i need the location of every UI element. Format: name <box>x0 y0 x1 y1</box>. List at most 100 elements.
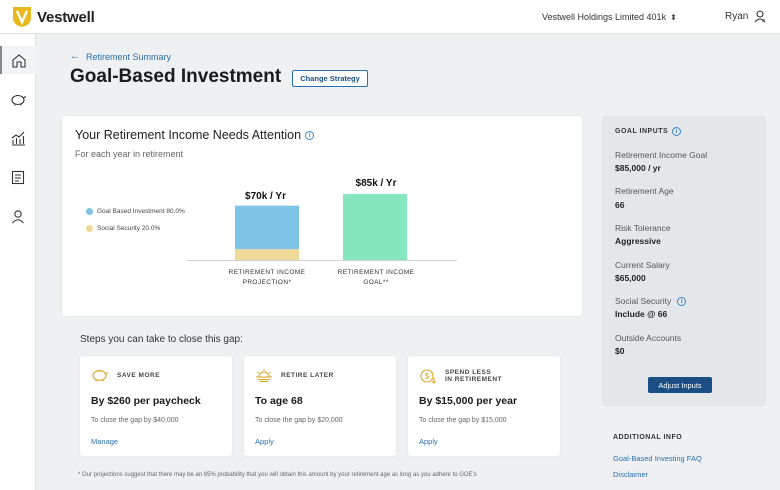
income-summary-card: Your Retirement Income Needs Attention i… <box>62 116 582 316</box>
sidebar-item-investments[interactable] <box>0 124 36 152</box>
step-note: To close the gap by $15,000 <box>419 417 507 424</box>
input-label: Social Security <box>615 296 672 306</box>
page-title: Goal-Based Investment <box>70 66 282 87</box>
legend-swatch <box>86 208 93 215</box>
step-kicker-line2: IN RETIREMENT <box>445 376 503 383</box>
step-kicker-line1: SPEND LESS <box>445 369 492 376</box>
input-label: Current Salary <box>615 260 670 270</box>
input-value: $65,000 <box>615 273 646 283</box>
info-icon[interactable]: i <box>677 296 687 306</box>
input-label: Retirement Age <box>615 186 674 196</box>
step-kicker: RETIRE LATER <box>281 372 334 379</box>
input-value: Aggressive <box>615 236 661 246</box>
step-card-retire-later: RETIRE LATER To age 68 To close the gap … <box>244 356 396 456</box>
projection-axis-label-line2: PROJECTION* <box>242 279 292 286</box>
goal-inputs-panel: GOAL INPUTS i Retirement Income Goal $85… <box>602 116 766 406</box>
legend-label: Goal Based Investment 80.0% <box>97 208 185 215</box>
sidebar-item-savings[interactable] <box>0 85 36 113</box>
legend-item-social-security: Social Security 20.0% <box>86 223 185 234</box>
user-icon <box>754 10 766 23</box>
step-action: By $260 per paycheck <box>91 395 201 407</box>
piggy-bank-icon <box>92 370 109 382</box>
change-strategy-button[interactable]: Change Strategy <box>292 70 368 87</box>
input-value: 66 <box>615 200 625 210</box>
info-icon[interactable]: i <box>305 130 315 140</box>
plan-name: Vestwell Holdings Limited 401k <box>542 12 667 22</box>
sort-arrows-icon: ⬍ <box>670 12 677 22</box>
projection-axis-label-line1: RETIREMENT INCOME <box>228 269 306 276</box>
bar-social-security-segment <box>235 249 299 260</box>
step-note: To close the gap by $20,000 <box>255 417 343 424</box>
goal-inputs-title: GOAL INPUTS <box>615 128 669 135</box>
legend-label: Social Security 20.0% <box>97 225 161 232</box>
bar-goal <box>343 194 407 260</box>
breadcrumb-label: Retirement Summary <box>86 51 172 62</box>
step-kicker-line1: SAVE MORE <box>117 371 161 379</box>
disclaimer-footnote: * Our projections suggest that there may… <box>78 472 477 478</box>
input-label: Risk Tolerance <box>615 223 671 233</box>
growth-chart-icon <box>11 131 25 146</box>
sunset-icon <box>256 369 272 382</box>
disclaimer-link[interactable]: Disclaimer <box>613 470 649 479</box>
faq-link[interactable]: Goal-Based Investing FAQ <box>613 454 702 463</box>
vestwell-logo-icon <box>13 7 31 27</box>
step-header: RETIRE LATER <box>255 368 334 382</box>
sidebar-item-home[interactable] <box>0 46 36 74</box>
adjust-inputs-button[interactable]: Adjust Inputs <box>648 377 712 393</box>
apply-link[interactable]: Apply <box>255 437 274 446</box>
input-label: Outside Accounts <box>615 333 682 343</box>
step-note: To close the gap by $40,000 <box>91 417 179 424</box>
step-kicker: SAVE MORE <box>117 372 160 379</box>
input-value: $0 <box>615 346 625 356</box>
step-action: By $15,000 per year <box>419 395 518 407</box>
sidebar-item-documents[interactable] <box>0 163 36 191</box>
additional-info-heading: ADDITIONAL INFO <box>613 434 683 441</box>
top-bar: Vestwell Vestwell Holdings Limited 401k … <box>0 0 780 34</box>
legend-swatch <box>86 225 93 232</box>
goal-axis-label: RETIREMENT INCOME GOAL** <box>331 268 421 288</box>
info-icon[interactable]: i <box>672 127 682 136</box>
breadcrumb-back-link[interactable]: ← Retirement Summary <box>70 51 171 62</box>
goal-axis-label-line1: RETIREMENT INCOME <box>337 269 415 276</box>
user-menu[interactable]: Ryan <box>725 10 766 23</box>
document-icon <box>11 170 25 184</box>
apply-link[interactable]: Apply <box>419 437 438 446</box>
input-label: Retirement Income Goal <box>615 150 708 160</box>
input-value: Include @ 66 <box>615 309 668 319</box>
input-label-social-security: Social Security i <box>615 296 687 306</box>
goal-axis-label-line2: GOAL** <box>363 279 389 286</box>
step-header: SAVE MORE <box>91 368 160 382</box>
input-value: $85,000 / yr <box>615 163 661 173</box>
chart-legend: Goal Based Investment 80.0% Social Secur… <box>86 206 185 240</box>
step-kicker: SPEND LESS IN RETIREMENT <box>445 369 502 383</box>
projection-value-label: $70k / Yr <box>245 191 286 202</box>
legend-item-goal-based: Goal Based Investment 80.0% <box>86 206 185 217</box>
summary-title: Your Retirement Income Needs Attention i <box>75 128 315 142</box>
user-name: Ryan <box>725 11 749 22</box>
sidebar-nav <box>0 34 36 490</box>
coin-down-icon: $ <box>420 369 437 384</box>
summary-title-text: Your Retirement Income Needs Attention <box>75 128 302 142</box>
goal-inputs-heading: GOAL INPUTS i <box>615 127 682 136</box>
step-header: $ SPEND LESS IN RETIREMENT <box>419 368 502 384</box>
plan-selector[interactable]: Vestwell Holdings Limited 401k ⬍ <box>542 12 677 22</box>
sidebar-item-profile[interactable] <box>0 202 36 230</box>
steps-heading: Steps you can take to close this gap: <box>80 334 243 345</box>
goal-value-label: $85k / Yr <box>355 178 397 189</box>
step-action: To age 68 <box>255 395 303 407</box>
arrow-left-icon: ← <box>70 51 80 62</box>
summary-subtitle: For each year in retirement <box>75 149 184 159</box>
piggy-bank-icon <box>10 94 26 105</box>
svg-text:$: $ <box>425 372 430 381</box>
bar-goal-based-segment <box>235 205 299 250</box>
step-card-save-more: SAVE MORE By $260 per paycheck To close … <box>80 356 232 456</box>
step-card-spend-less: $ SPEND LESS IN RETIREMENT By $15,000 pe… <box>408 356 560 456</box>
projection-axis-label: RETIREMENT INCOME PROJECTION* <box>222 268 312 288</box>
manage-link[interactable]: Manage <box>91 437 119 446</box>
profile-icon <box>12 209 24 223</box>
income-bar-chart <box>187 194 457 261</box>
brand-name: Vestwell <box>37 8 95 26</box>
step-kicker-line1: RETIRE LATER <box>281 371 334 379</box>
home-icon <box>12 53 26 68</box>
brand-logo[interactable]: Vestwell <box>12 6 95 28</box>
